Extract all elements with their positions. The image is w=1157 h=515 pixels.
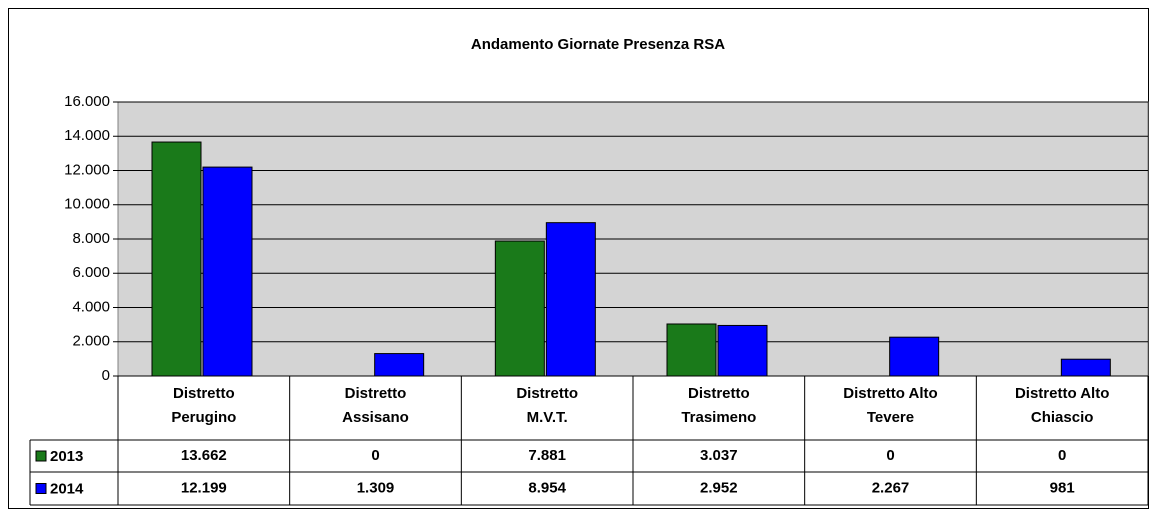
x-tick-label: Perugino bbox=[171, 409, 236, 426]
y-tick-label: 6.000 bbox=[72, 264, 110, 281]
data-label: 2.267 bbox=[872, 479, 910, 496]
data-label: 0 bbox=[1058, 447, 1066, 464]
legend-swatch bbox=[35, 450, 47, 462]
data-label: 0 bbox=[886, 447, 894, 464]
bar bbox=[202, 166, 253, 377]
bar bbox=[374, 353, 425, 377]
legend-label: 2013 bbox=[50, 448, 83, 465]
x-tick-label: Distretto bbox=[688, 385, 750, 402]
x-tick-label: Distretto Alto bbox=[1015, 385, 1109, 402]
data-label: 12.199 bbox=[181, 479, 227, 496]
y-tick-label: 14.000 bbox=[64, 127, 110, 144]
bar bbox=[494, 240, 545, 377]
data-label: 8.954 bbox=[528, 479, 566, 496]
y-tick-label: 0 bbox=[102, 367, 110, 384]
legend-swatch bbox=[35, 483, 47, 494]
data-label: 13.662 bbox=[181, 447, 227, 464]
x-tick-label: M.V.T. bbox=[527, 409, 568, 426]
data-label: 0 bbox=[371, 447, 379, 464]
bar bbox=[717, 324, 768, 377]
x-tick-label: Distretto bbox=[516, 385, 578, 402]
y-tick-label: 10.000 bbox=[64, 196, 110, 213]
y-tick-label: 12.000 bbox=[64, 161, 110, 178]
bar bbox=[151, 141, 202, 377]
data-label: 3.037 bbox=[700, 447, 738, 464]
data-label: 2.952 bbox=[700, 479, 738, 496]
bar bbox=[666, 323, 717, 377]
x-tick-label: Trasimeno bbox=[681, 409, 756, 426]
data-label: 1.309 bbox=[357, 479, 395, 496]
bar bbox=[889, 336, 940, 377]
y-tick-label: 16.000 bbox=[64, 93, 110, 110]
data-label: 981 bbox=[1050, 479, 1075, 496]
legend-label: 2014 bbox=[50, 480, 84, 497]
y-tick-label: 8.000 bbox=[72, 230, 110, 247]
x-tick-label: Tevere bbox=[867, 409, 914, 426]
y-tick-label: 4.000 bbox=[72, 298, 110, 315]
bar bbox=[1060, 358, 1111, 377]
x-tick-label: Distretto bbox=[345, 385, 407, 402]
data-label: 7.881 bbox=[528, 447, 566, 464]
x-tick-label: Chiascio bbox=[1031, 409, 1094, 426]
x-tick-label: Distretto Alto bbox=[843, 385, 937, 402]
y-tick-label: 2.000 bbox=[72, 333, 110, 350]
x-tick-label: Assisano bbox=[342, 409, 409, 426]
x-tick-label: Distretto bbox=[173, 385, 235, 402]
bar bbox=[545, 222, 596, 377]
chart-title: Andamento Giornate Presenza RSA bbox=[471, 36, 725, 53]
